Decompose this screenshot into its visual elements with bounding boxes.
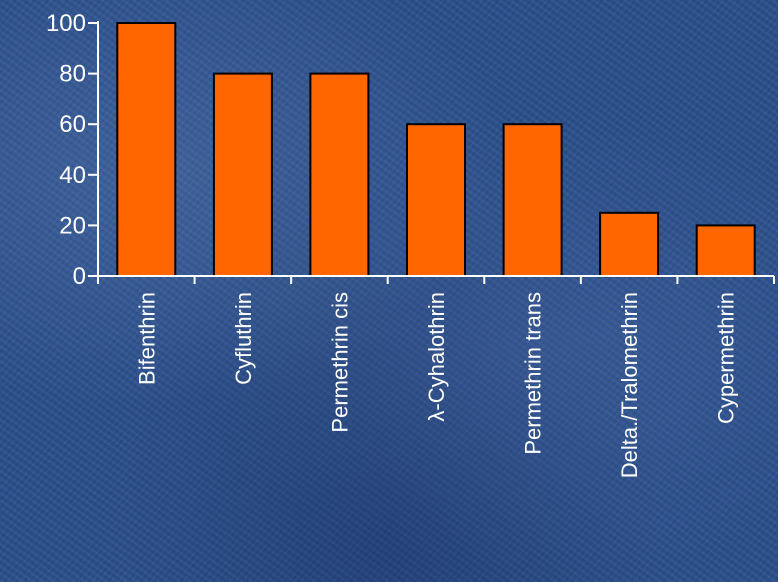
bar-4 — [502, 123, 563, 277]
bar-1 — [212, 72, 273, 277]
category-label-5: Delta./Tralomethrin — [617, 292, 642, 478]
category-label-4: Permethrin trans — [521, 292, 546, 455]
category-label-0: Bifenthrin — [134, 292, 159, 385]
bar-6 — [695, 224, 756, 277]
y-tick-label-0: 0 — [73, 263, 86, 290]
category-label-1: Cyfluthrin — [231, 292, 256, 385]
labels-group: 0 20 40 60 80 100 Bifenthrin Cyfluthrin Permethr… — [46, 10, 739, 478]
y-tick-label-3: 60 — [59, 111, 86, 138]
bar-2 — [309, 72, 370, 277]
y-tick-label-2: 40 — [59, 162, 86, 189]
category-label-2: Permethrin cis — [327, 292, 352, 433]
bar-0 — [116, 22, 177, 277]
bars-group — [116, 22, 756, 278]
bar-3 — [406, 123, 466, 277]
axes-group — [88, 21, 775, 284]
y-tick-label-1: 20 — [59, 212, 86, 239]
category-label-6: Cypermethrin — [714, 292, 739, 424]
y-tick-label-5: 100 — [46, 10, 86, 37]
y-tick-label-4: 80 — [59, 61, 86, 88]
category-label-3: λ-Cyhalothrin — [424, 292, 449, 422]
bar-5 — [599, 211, 660, 278]
